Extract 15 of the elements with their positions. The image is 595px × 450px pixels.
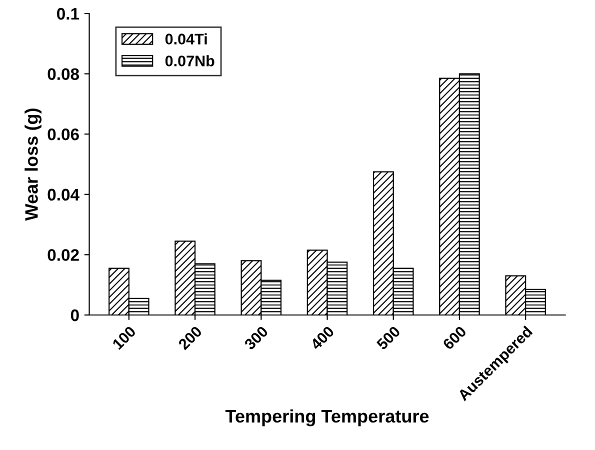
y-tick-label: 0 bbox=[70, 309, 79, 322]
x-tick-label: 300 bbox=[244, 325, 269, 350]
y-axis-title: Wear loss (g) bbox=[24, 108, 42, 221]
x-tick-label: 400 bbox=[310, 325, 335, 351]
y-tick-label: 0.02 bbox=[48, 249, 79, 261]
x-tick-label: 500 bbox=[376, 325, 401, 350]
x-axis-title: Tempering Temperature bbox=[225, 409, 429, 426]
y-tick-label: 0.08 bbox=[48, 68, 80, 80]
x-tick-label: 100 bbox=[112, 325, 136, 350]
legend-label: 0.04Ti bbox=[165, 33, 207, 44]
y-tick-label: 0.06 bbox=[48, 128, 79, 140]
x-tick-label: 200 bbox=[178, 325, 203, 350]
y-tick-label: 0.1 bbox=[57, 8, 80, 20]
y-tick-label: 0.04 bbox=[48, 188, 80, 201]
legend-label: 0.07Nb bbox=[165, 55, 214, 66]
